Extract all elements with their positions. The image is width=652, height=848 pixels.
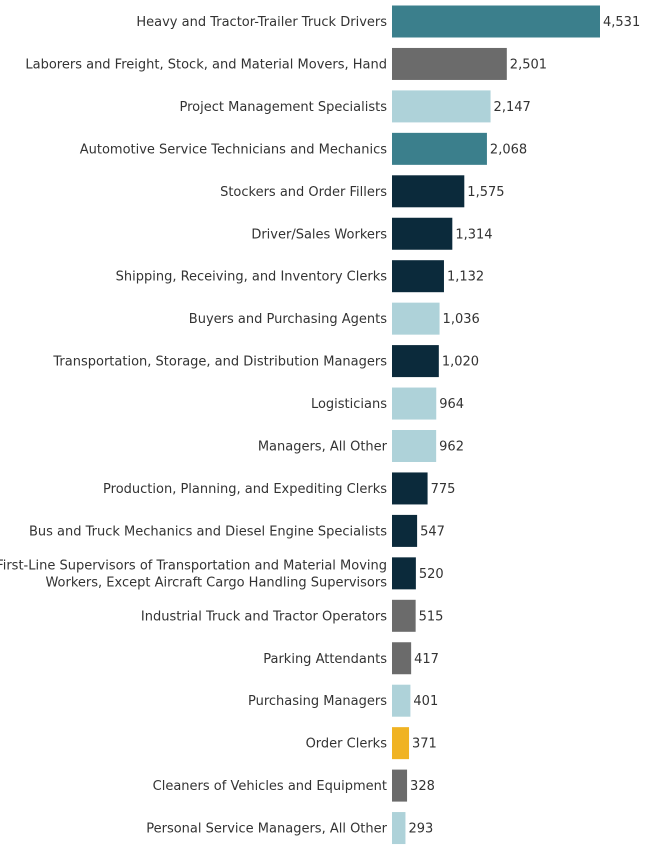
- category-label: Logisticians: [311, 397, 387, 412]
- value-label: 328: [410, 779, 435, 794]
- category-label: Bus and Truck Mechanics and Diesel Engin…: [29, 524, 387, 539]
- value-label: 962: [439, 440, 464, 455]
- bar: [392, 514, 418, 547]
- category-label: Parking Attendants: [263, 652, 387, 667]
- bar: [392, 812, 406, 845]
- value-label: 1,036: [443, 312, 480, 327]
- value-label: 417: [414, 652, 439, 667]
- category-label: Transportation, Storage, and Distributio…: [52, 355, 387, 370]
- bar: [392, 599, 416, 632]
- value-label: 515: [419, 609, 444, 624]
- category-label: Heavy and Tractor-Trailer Truck Drivers: [136, 15, 387, 30]
- category-label: Order Clerks: [306, 737, 388, 752]
- bar: [392, 175, 465, 208]
- value-label: 520: [419, 567, 444, 582]
- category-label: Stockers and Order Fillers: [220, 185, 387, 200]
- plot-area: Heavy and Tractor-Trailer Truck Drivers 4…: [0, 5, 640, 845]
- value-label: 4,531: [603, 15, 640, 30]
- bar: [392, 90, 491, 123]
- value-label: 1,132: [447, 270, 484, 285]
- value-label: 547: [420, 524, 445, 539]
- value-label: 371: [412, 737, 437, 752]
- value-label: 2,501: [510, 57, 547, 72]
- bar: [392, 5, 600, 38]
- value-label: 401: [413, 694, 438, 709]
- value-label: 1,575: [467, 185, 504, 200]
- bar: [392, 472, 428, 505]
- category-label: Buyers and Purchasing Agents: [189, 312, 387, 327]
- category-label: Driver/Sales Workers: [251, 227, 387, 242]
- category-label: Automotive Service Technicians and Mecha…: [80, 142, 388, 157]
- category-label: Laborers and Freight, Stock, and Materia…: [25, 57, 387, 72]
- category-label: Purchasing Managers: [248, 694, 387, 709]
- value-label: 964: [439, 397, 464, 412]
- category-label: First-Line Supervisors of Transportation…: [0, 558, 387, 590]
- bar: [392, 217, 453, 250]
- bar: [392, 47, 507, 80]
- bar: [392, 260, 444, 293]
- bar: [392, 345, 439, 378]
- category-label: Managers, All Other: [258, 440, 388, 455]
- bar: [392, 302, 440, 335]
- category-label: Personal Service Managers, All Other: [146, 822, 387, 837]
- bar: [392, 684, 411, 717]
- value-label: 775: [431, 482, 456, 497]
- value-label: 293: [408, 822, 433, 837]
- value-label: 1,314: [455, 227, 492, 242]
- bar: [392, 132, 487, 165]
- category-label: Shipping, Receiving, and Inventory Clerk…: [116, 270, 388, 285]
- bar: [392, 727, 410, 760]
- bar: [392, 430, 437, 462]
- category-label: Industrial Truck and Tractor Operators: [141, 609, 387, 624]
- bar: [392, 769, 408, 802]
- bar: [392, 387, 437, 420]
- category-label: Production, Planning, and Expediting Cle…: [103, 482, 387, 497]
- bar: [392, 642, 412, 675]
- category-label: Project Management Specialists: [180, 100, 388, 115]
- bar: [392, 557, 416, 590]
- value-label: 2,147: [494, 100, 531, 115]
- value-label: 1,020: [442, 355, 479, 370]
- value-label: 2,068: [490, 142, 527, 157]
- category-label: Cleaners of Vehicles and Equipment: [153, 779, 387, 794]
